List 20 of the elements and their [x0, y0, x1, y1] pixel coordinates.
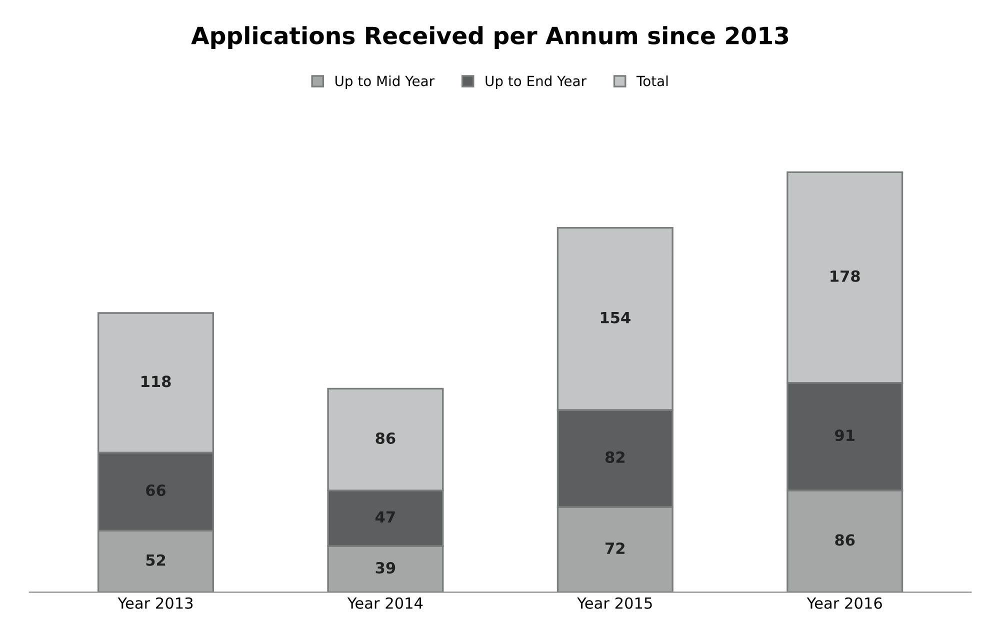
x-tick-label: Year 2014 — [347, 597, 423, 609]
data-label: 178 — [830, 270, 860, 282]
data-label: 47 — [376, 511, 395, 522]
data-label: 118 — [142, 376, 171, 388]
data-label: 52 — [146, 554, 166, 566]
data-label: 39 — [376, 562, 396, 574]
chart-title: Applications Received per Annum since 2013 — [191, 26, 788, 50]
x-tick-label: Year 2013 — [118, 597, 193, 609]
data-label: 66 — [146, 484, 166, 496]
data-label: 72 — [606, 542, 624, 554]
data-label: 91 — [835, 430, 854, 442]
legend-label: Up to End Year — [486, 76, 586, 89]
legend-label: Total — [636, 76, 668, 86]
data-label: 86 — [376, 432, 396, 444]
legend-label: Up to Mid Year — [335, 76, 435, 89]
x-tick-label: Year 2015 — [577, 597, 652, 609]
x-tick-label: Year 2016 — [806, 597, 882, 609]
data-label: 154 — [600, 312, 630, 324]
data-label: 82 — [605, 451, 624, 463]
data-label: 86 — [835, 534, 855, 546]
